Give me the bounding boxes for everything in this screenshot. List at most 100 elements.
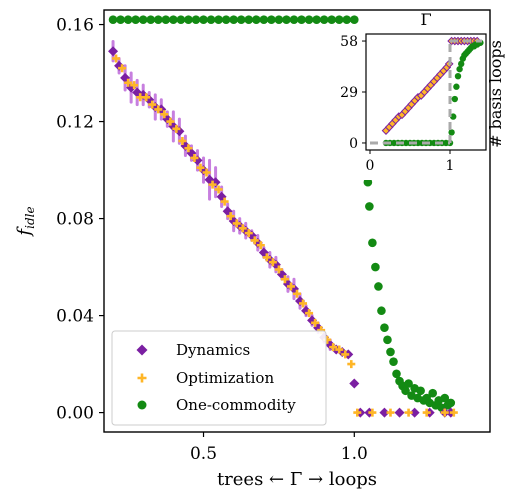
- one-commodity-point: [199, 15, 208, 25]
- one-commodity-point: [446, 398, 456, 408]
- y-axis-label-subscript: idle: [23, 206, 37, 228]
- inset-one-commodity-point: [458, 60, 465, 68]
- inset-one-commodity-point: [454, 72, 462, 80]
- y-axis-label: fidle: [14, 206, 37, 237]
- main-data-marks: [108, 15, 458, 418]
- optimization-point: [154, 105, 163, 114]
- one-commodity-point: [380, 323, 389, 333]
- optimization-point: [335, 345, 344, 354]
- one-commodity-point: [153, 15, 163, 25]
- inset-axis-ticks: 0 1 0 29 58: [340, 34, 454, 174]
- legend-swatch-one-commodity: [137, 400, 147, 410]
- one-commodity-point: [236, 15, 246, 25]
- one-commodity-point: [365, 202, 374, 211]
- optimization-point: [305, 309, 314, 318]
- one-commodity-point: [191, 15, 201, 25]
- dynamics-point: [409, 407, 420, 418]
- legend-label: Dynamics: [176, 341, 250, 359]
- legend: Dynamics Optimization One-commodity: [111, 330, 327, 426]
- one-commodity-point: [401, 386, 410, 396]
- dynamics-point: [349, 378, 360, 389]
- optimization-point: [256, 241, 265, 250]
- y-tick-label: 0.12: [56, 113, 94, 133]
- optimization-point: [440, 408, 449, 417]
- inset-x-tick-label: 1: [446, 158, 455, 174]
- one-commodity-point: [368, 238, 377, 248]
- one-commodity-point: [304, 15, 314, 25]
- inset-one-commodity-point: [450, 113, 457, 120]
- one-commodity-point: [244, 15, 254, 25]
- one-commodity-point: [108, 15, 118, 25]
- optimization-point: [386, 408, 395, 417]
- inset-one-commodity-point: [453, 83, 460, 90]
- x-tick-label: 1.0: [341, 444, 368, 464]
- inset-one-commodity-point: [448, 129, 455, 136]
- optimization-point: [293, 289, 301, 298]
- one-commodity-point: [404, 379, 413, 388]
- inset-title: Γ: [420, 10, 431, 29]
- dynamics-point: [394, 407, 405, 418]
- one-commodity-point: [374, 282, 383, 291]
- optimization-point: [196, 163, 205, 172]
- dynamics-point: [379, 407, 390, 418]
- y-tick-label: 0.00: [56, 404, 94, 424]
- optimization-point: [347, 360, 356, 369]
- optimization-point: [262, 253, 271, 262]
- optimization-point: [112, 54, 121, 63]
- one-commodity-point: [440, 393, 450, 403]
- one-commodity-point: [131, 15, 140, 25]
- one-commodity-point: [312, 15, 321, 25]
- optimization-point: [449, 408, 458, 417]
- optimization-point: [178, 136, 187, 145]
- one-commodity-point: [319, 15, 329, 25]
- x-tick-label: 0.5: [190, 444, 217, 464]
- optimization-point: [148, 100, 157, 109]
- inset-one-commodity-point: [451, 95, 458, 103]
- optimization-point: [274, 265, 283, 274]
- one-commodity-point: [251, 15, 261, 25]
- optimization-point: [353, 408, 362, 417]
- legend-swatch-dynamics: [136, 344, 148, 356]
- dynamics-point: [258, 247, 269, 258]
- y-tick-label: 0.04: [56, 307, 94, 327]
- one-commodity-point: [282, 15, 291, 25]
- optimization-point: [118, 64, 127, 73]
- one-commodity-point: [416, 386, 425, 396]
- optimization-point: [208, 180, 217, 189]
- optimization-point: [244, 229, 253, 238]
- one-commodity-point: [371, 262, 380, 272]
- optimization-point: [311, 318, 320, 327]
- one-commodity-point: [259, 15, 269, 25]
- optimization-point: [166, 117, 175, 126]
- one-commodity-point: [327, 15, 336, 25]
- legend-box: [111, 330, 327, 426]
- one-commodity-point: [342, 15, 352, 25]
- optimization-point: [124, 78, 133, 87]
- one-commodity-point: [161, 15, 171, 25]
- one-commodity-point: [123, 15, 133, 25]
- one-commodity-point: [386, 347, 395, 357]
- one-commodity-point: [334, 15, 344, 25]
- legend-label: Optimization: [176, 369, 274, 387]
- inset-y-tick-label: 58: [340, 34, 358, 50]
- optimization-point: [160, 110, 169, 119]
- one-commodity-point: [363, 177, 373, 187]
- one-commodity-point: [383, 335, 392, 345]
- main-axis-ticks: 0.5 1.0 0.00 0.04 0.08 0.12 0.16: [56, 16, 368, 464]
- optimization-point: [226, 212, 235, 221]
- one-commodity-point: [169, 15, 178, 25]
- main-plot: 0.5 1.0 0.00 0.04 0.08 0.12 0.16 trees ← Γ → l…: [14, 9, 491, 490]
- one-commodity-point: [289, 15, 299, 25]
- optimization-point: [280, 275, 289, 284]
- inset-x-tick-label: 0: [366, 158, 375, 174]
- inset-y-tick-label: 29: [340, 85, 358, 101]
- legend-swatch-optimization: [137, 373, 147, 383]
- inset-plot: 0 1 0 29 58 Γ # basis loops: [332, 10, 505, 180]
- one-commodity-point: [349, 15, 359, 25]
- optimization-point: [184, 144, 193, 153]
- optimization-point: [299, 299, 308, 308]
- one-commodity-point: [297, 15, 306, 25]
- optimization-point: [341, 350, 350, 359]
- inset-one-commodity-point: [456, 65, 463, 73]
